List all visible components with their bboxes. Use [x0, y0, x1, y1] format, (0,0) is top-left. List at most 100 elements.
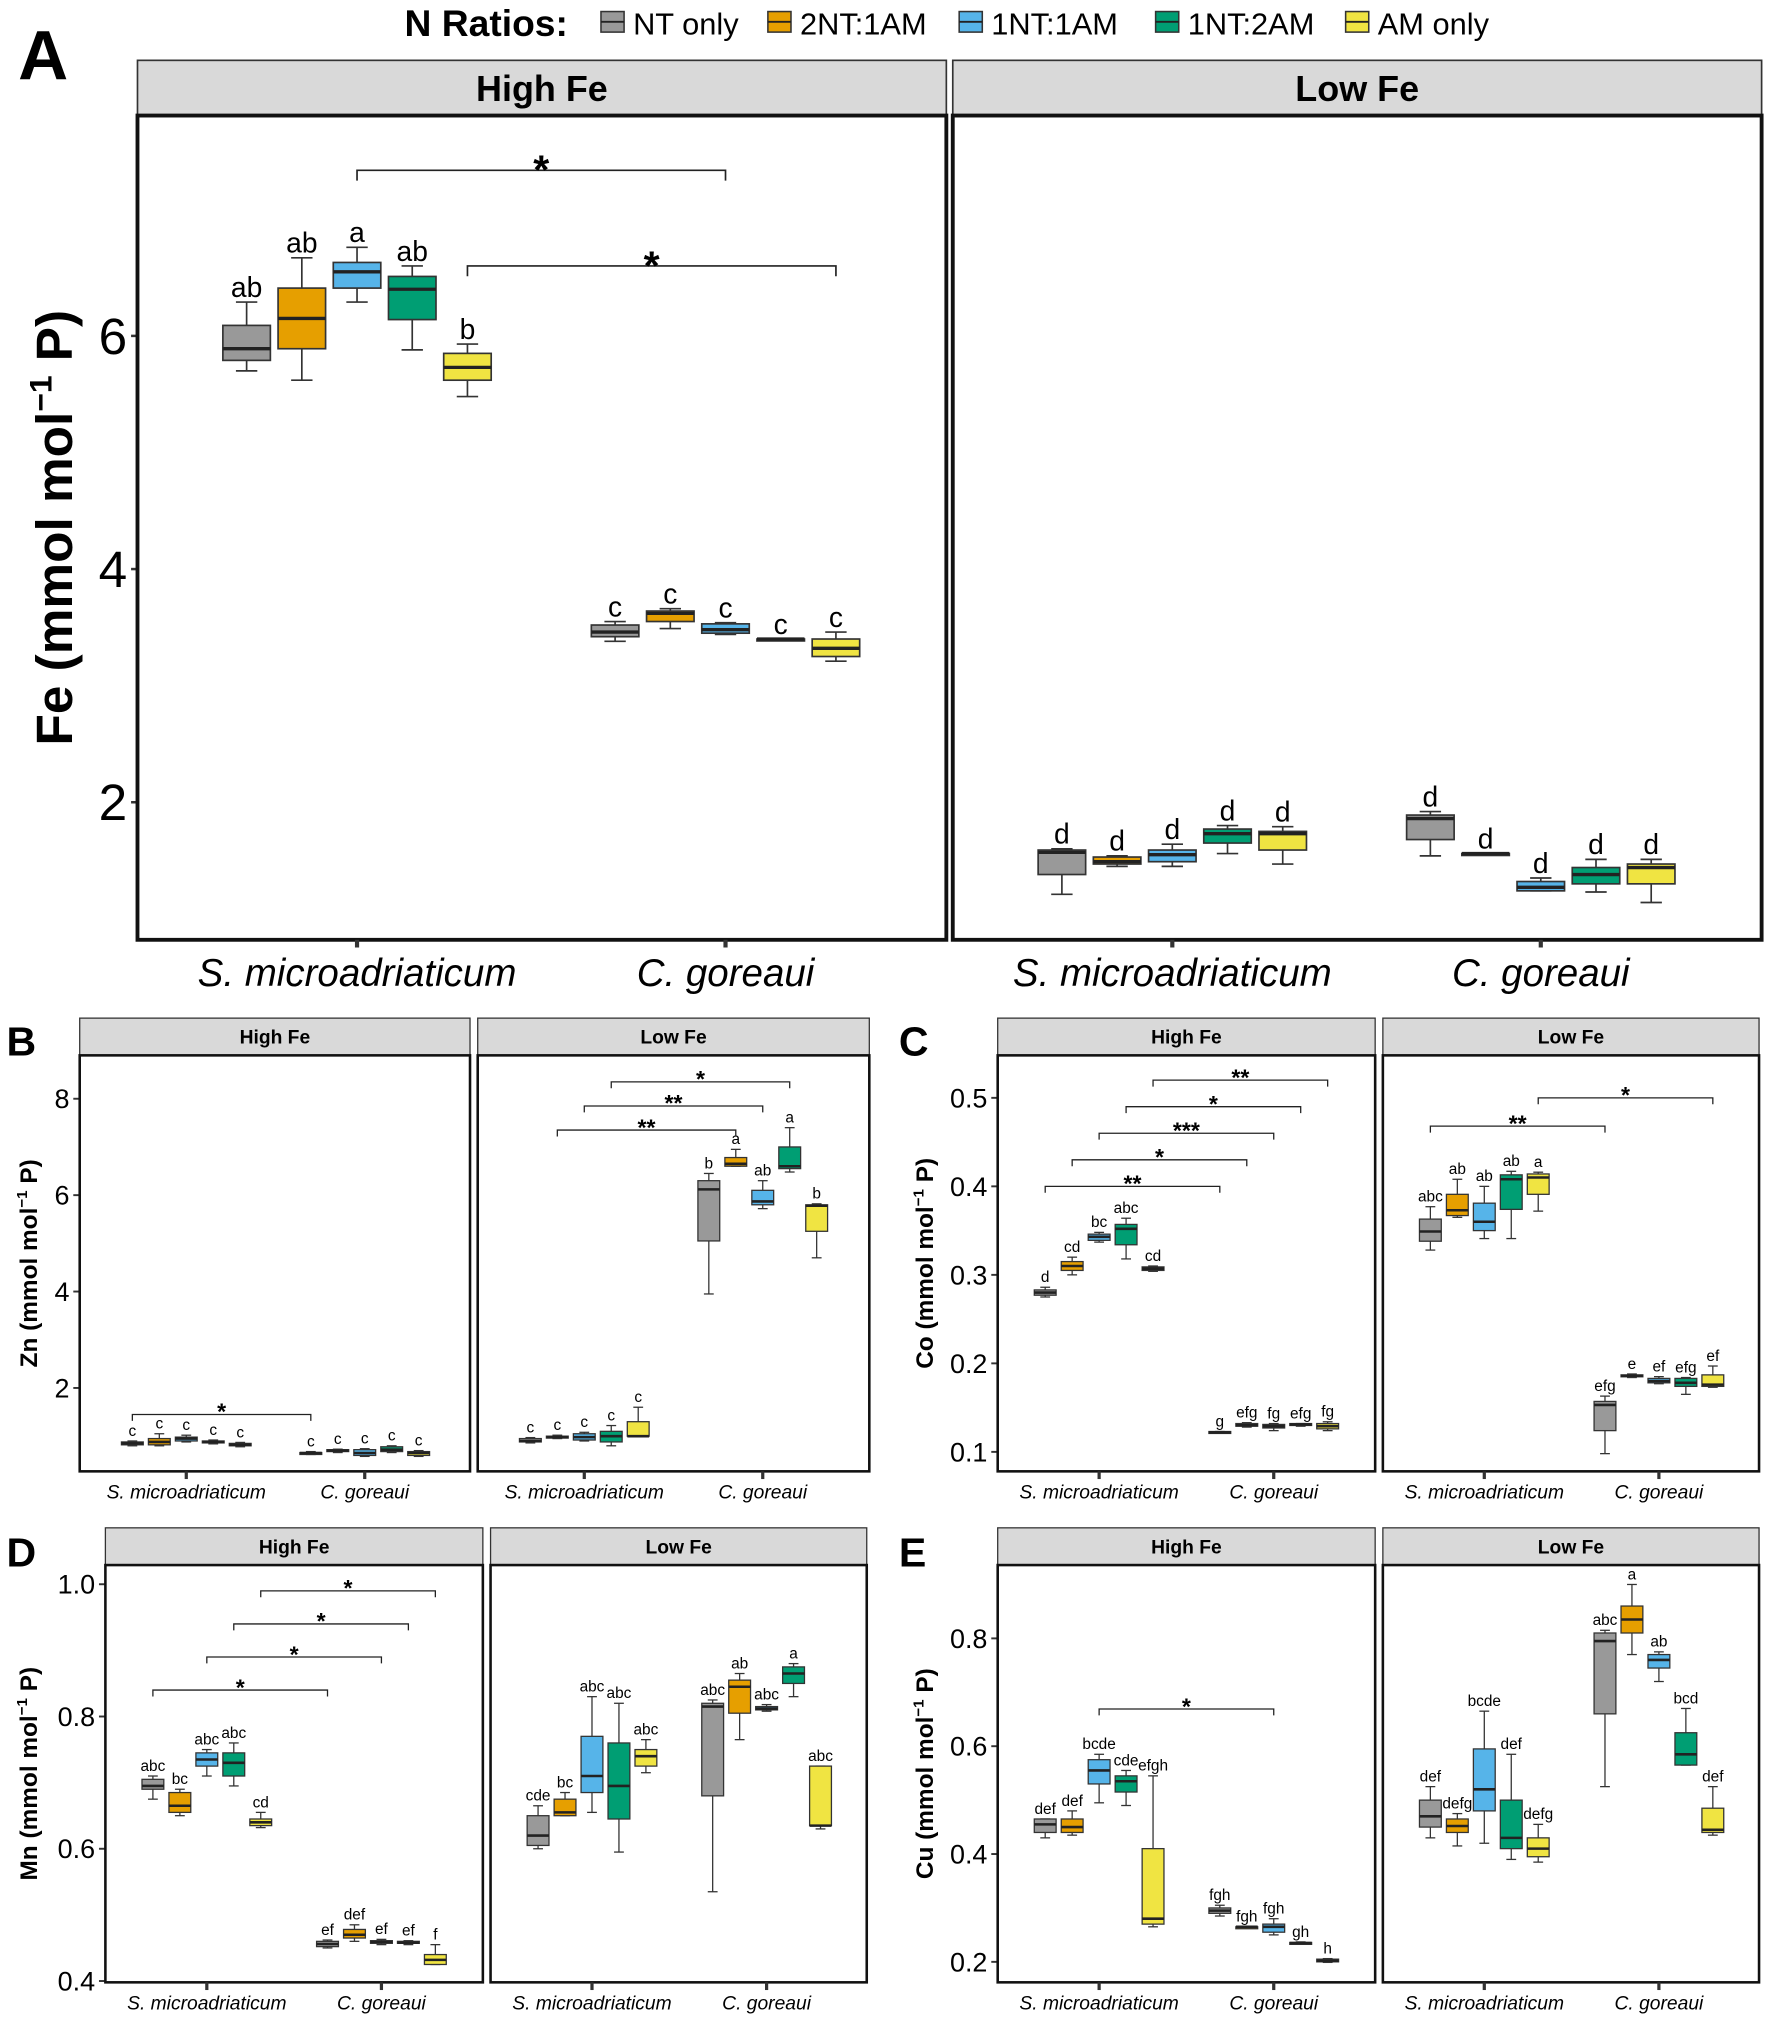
box-nt-only: d [1405, 780, 1455, 857]
significance-bracket: ** [1044, 1171, 1221, 1197]
significance-letter: efg [1236, 1405, 1257, 1422]
bracket-stars: * [1209, 1091, 1218, 1117]
box-iqr [1258, 830, 1308, 851]
facet-title: High Fe [240, 1028, 311, 1049]
box-1nt-1am: c [174, 1417, 198, 1443]
significance-letter: d [1054, 818, 1070, 850]
bracket-stars: * [344, 1575, 353, 1601]
box-iqr [626, 1421, 650, 1437]
significance-letter: def [344, 1907, 366, 1924]
significance-letter: efg [1594, 1378, 1615, 1395]
plot-area [1381, 1563, 1761, 1984]
y-axis-title-main: Fe (mmol mol [26, 412, 83, 746]
significance-letter: c [307, 1433, 315, 1450]
y-axis-title: Zn (mmol mol−1 P) [14, 1159, 43, 1367]
box-iqr [387, 275, 437, 321]
bracket-line [1071, 1159, 1248, 1167]
box-am-only: def [1701, 1769, 1725, 1836]
legend-item: NT only [600, 7, 739, 42]
box-1nt-2am: d [1571, 828, 1621, 893]
significance-letter: ef [1706, 1348, 1720, 1365]
box-iqr [332, 261, 382, 289]
plot-area [996, 1563, 1377, 1984]
facet-strip [489, 1527, 868, 1566]
y-tick-label: 2 [99, 774, 128, 831]
facet-strip [1382, 1527, 1760, 1566]
box-1nt-2am: efg [1674, 1359, 1698, 1395]
significance-letter: d [1220, 794, 1236, 826]
box-iqr [580, 1735, 604, 1794]
significance-bracket: ** [1429, 1110, 1606, 1136]
box-iqr [1674, 1732, 1698, 1766]
y-tick-label: 0.4 [58, 1966, 95, 1996]
y-axis-title-exponent: −1 [14, 1698, 31, 1715]
x-tick-label: S. microadriaticum [1405, 1993, 1564, 2014]
y-axis-title-unit: P) [16, 1159, 43, 1190]
box-iqr [1202, 828, 1253, 844]
bracket-line [260, 1590, 436, 1598]
y-tick-label: 6 [54, 1181, 69, 1211]
panel-label: E [899, 1529, 926, 1575]
x-tick-label: S. microadriaticum [127, 1993, 286, 2014]
bracket-line [356, 169, 727, 181]
legend-label: AM only [1378, 7, 1490, 42]
bracket-stars: * [217, 1399, 226, 1425]
significance-bracket: * [466, 242, 837, 288]
box-2nt-1am: bc [168, 1771, 192, 1817]
y-axis-title-exponent: −1 [22, 375, 58, 411]
significance-letter: d [1423, 780, 1439, 812]
significance-letter: fg [1321, 1404, 1334, 1421]
x-tick-label: S. microadriaticum [505, 1482, 664, 1503]
y-axis-title-main: Mn (mmol mol [16, 1715, 43, 1880]
box-iqr [1418, 1218, 1442, 1242]
panel-b: B Zn (mmol mol−1 P) 2 4 6 8 High Fe S. microadr… [7, 1017, 871, 1503]
bracket-stars: ** [1124, 1171, 1142, 1197]
facet-title: High Fe [259, 1537, 330, 1558]
box-iqr [724, 1156, 748, 1167]
y-tick-label: 0.6 [950, 1732, 987, 1762]
legend-item: 1NT:1AM [958, 7, 1118, 42]
plot-area [135, 113, 949, 942]
significance-letter: c [553, 1417, 561, 1434]
box-2nt-1am: fgh [1235, 1909, 1259, 1930]
box-1nt-2am: cde [1114, 1752, 1139, 1807]
bracket-line [1098, 1132, 1275, 1140]
significance-letter: b [812, 1186, 821, 1203]
significance-letter: def [1035, 1801, 1057, 1818]
plot-area [1381, 1054, 1761, 1473]
significance-letter: c [774, 608, 788, 640]
panel-d: D Mn (mmol mol−1 P) 0.4 0.6 0.8 1.0 High Fe S. … [7, 1527, 869, 2014]
box-2nt-1am: d [1460, 822, 1511, 857]
box-iqr [526, 1815, 550, 1847]
box-iqr [1087, 1759, 1111, 1785]
significance-letter: c [361, 1431, 369, 1448]
x-tick-label: S. microadriaticum [107, 1482, 266, 1503]
significance-letter: bc [557, 1774, 574, 1791]
box-iqr [1445, 1193, 1469, 1217]
box-iqr [1114, 1775, 1138, 1793]
significance-letter: ab [286, 227, 317, 259]
box-1nt-2am: def [1499, 1736, 1523, 1861]
box-1nt-2am: abc [1114, 1200, 1139, 1260]
facet-strip [477, 1017, 870, 1057]
bracket-line [1152, 1079, 1329, 1087]
significance-bracket: * [356, 147, 727, 193]
significance-letter: efg [1290, 1405, 1311, 1422]
y-tick-label: 6 [99, 308, 128, 365]
box-1nt-1am: bc [1087, 1214, 1111, 1243]
significance-letter: ef [375, 1921, 389, 1938]
box-am-only: d [1626, 828, 1676, 904]
box-nt-only: abc [1418, 1189, 1443, 1251]
plot-area [78, 1054, 472, 1473]
significance-letter: gh [1292, 1924, 1309, 1941]
significance-letter: efg [1675, 1359, 1696, 1376]
significance-letter: g [1216, 1413, 1225, 1430]
significance-bracket: ** [1152, 1064, 1329, 1090]
facet-title: Low Fe [1538, 1028, 1605, 1049]
significance-letter: d [1164, 813, 1180, 845]
